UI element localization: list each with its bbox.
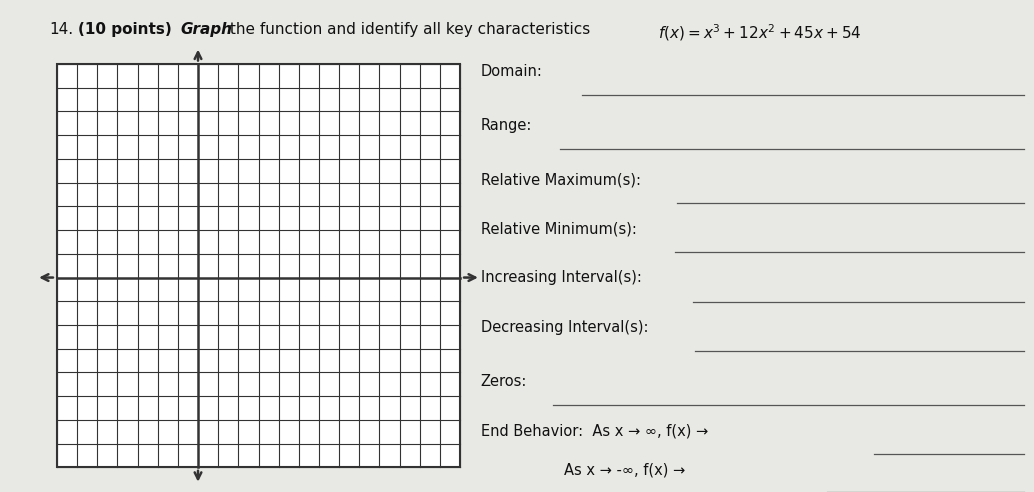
Text: the function and identify all key characteristics: the function and identify all key charac…: [225, 22, 590, 37]
Text: Increasing Interval(s):: Increasing Interval(s):: [481, 271, 642, 285]
Text: Relative Minimum(s):: Relative Minimum(s):: [481, 221, 637, 236]
Bar: [57, 64, 460, 467]
Text: As x → -∞, f(x) →: As x → -∞, f(x) →: [564, 462, 685, 477]
Text: Graph: Graph: [181, 22, 233, 37]
Text: $f(x) = x^3 + 12x^2 + 45x + 54$: $f(x) = x^3 + 12x^2 + 45x + 54$: [658, 22, 861, 43]
Text: Domain:: Domain:: [481, 64, 543, 79]
Bar: [57, 64, 460, 467]
Text: Zeros:: Zeros:: [481, 374, 527, 389]
Text: Range:: Range:: [481, 118, 533, 133]
Text: End Behavior:  As x → ∞, f(x) →: End Behavior: As x → ∞, f(x) →: [481, 423, 708, 438]
Text: Decreasing Interval(s):: Decreasing Interval(s):: [481, 320, 648, 335]
Text: (10 points): (10 points): [78, 22, 172, 37]
Text: Relative Maximum(s):: Relative Maximum(s):: [481, 172, 641, 187]
Text: 14.: 14.: [50, 22, 73, 37]
